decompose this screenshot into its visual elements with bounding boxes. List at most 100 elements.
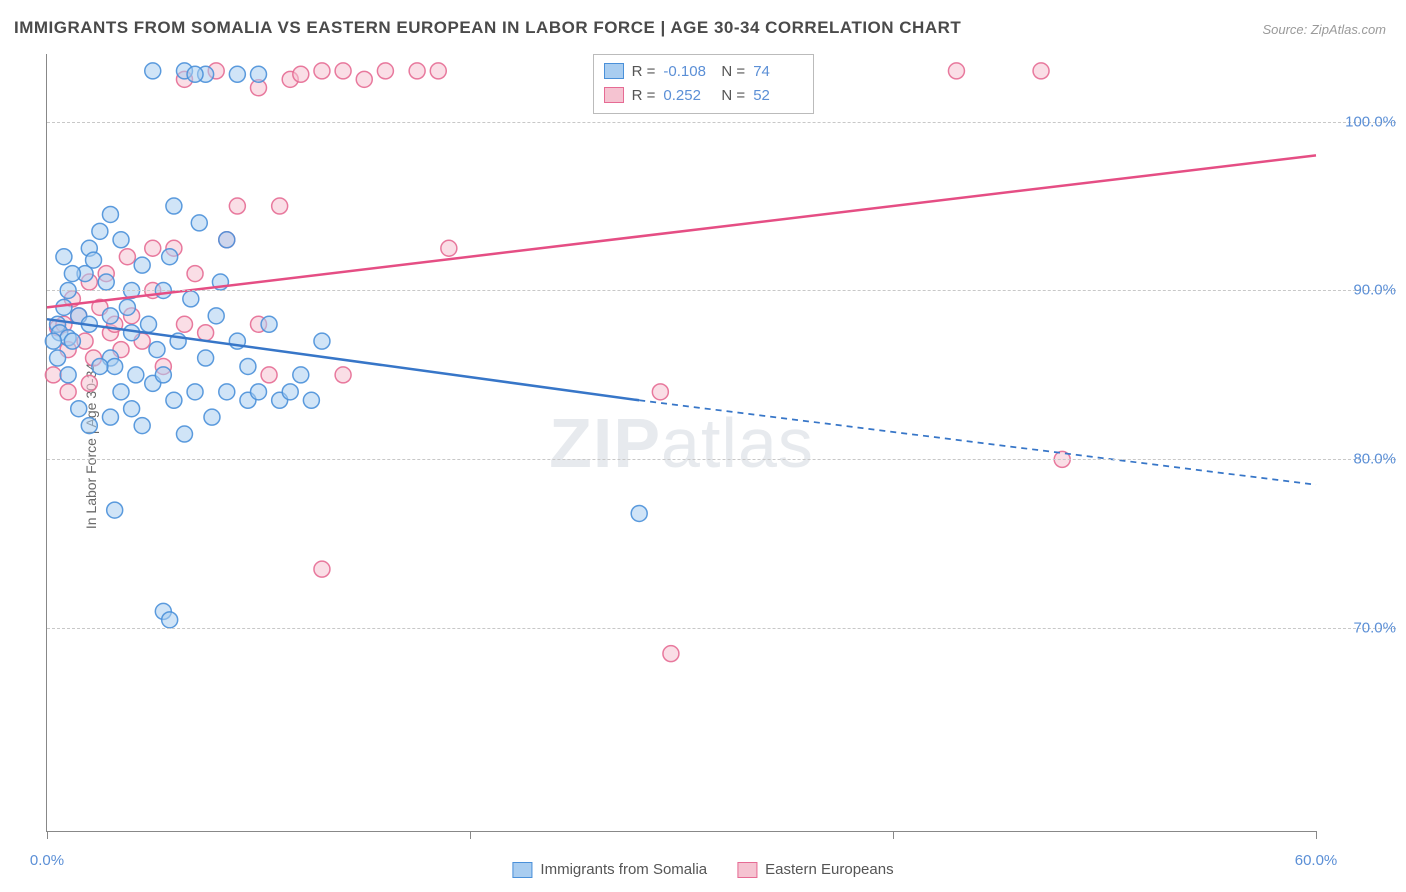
swatch-somalia	[604, 63, 624, 79]
chart-source: Source: ZipAtlas.com	[1262, 22, 1386, 37]
stats-row-somalia: R = -0.108 N = 74	[604, 59, 804, 83]
scatter-point	[430, 63, 446, 79]
plot-svg	[47, 54, 1316, 831]
scatter-point	[56, 299, 72, 315]
scatter-point	[45, 333, 61, 349]
scatter-point	[64, 333, 80, 349]
n-label-ee: N =	[721, 87, 745, 104]
legend-label-ee: Eastern Europeans	[765, 861, 893, 878]
scatter-point	[176, 426, 192, 442]
scatter-point	[107, 502, 123, 518]
legend-swatch-ee	[737, 862, 757, 878]
n-value-somalia: 74	[753, 63, 803, 80]
scatter-point	[303, 392, 319, 408]
scatter-point	[335, 63, 351, 79]
scatter-point	[261, 316, 277, 332]
scatter-point	[293, 367, 309, 383]
scatter-point	[204, 409, 220, 425]
scatter-point	[124, 401, 140, 417]
trend-line-solid	[47, 319, 639, 400]
trend-line-dashed	[639, 400, 1316, 484]
scatter-point	[1033, 63, 1049, 79]
scatter-point	[356, 71, 372, 87]
stats-legend: R = -0.108 N = 74 R = 0.252 N = 52	[593, 54, 815, 114]
x-tick	[1316, 831, 1317, 839]
scatter-point	[166, 198, 182, 214]
scatter-point	[92, 358, 108, 374]
scatter-point	[219, 232, 235, 248]
plot-area: R = -0.108 N = 74 R = 0.252 N = 52 ZIPat…	[46, 54, 1316, 832]
scatter-point	[145, 240, 161, 256]
scatter-point	[191, 215, 207, 231]
scatter-point	[119, 299, 135, 315]
scatter-point	[102, 206, 118, 222]
scatter-point	[251, 66, 267, 82]
scatter-point	[377, 63, 393, 79]
scatter-point	[64, 266, 80, 282]
scatter-point	[113, 384, 129, 400]
scatter-point	[187, 266, 203, 282]
scatter-point	[282, 384, 298, 400]
scatter-point	[155, 367, 171, 383]
scatter-point	[261, 367, 277, 383]
x-tick	[47, 831, 48, 839]
scatter-point	[102, 308, 118, 324]
x-tick-label: 0.0%	[30, 852, 64, 869]
scatter-point	[119, 249, 135, 265]
legend-swatch-somalia	[512, 862, 532, 878]
scatter-point	[187, 384, 203, 400]
scatter-point	[141, 316, 157, 332]
n-label: N =	[721, 63, 745, 80]
scatter-point	[251, 384, 267, 400]
scatter-point	[60, 367, 76, 383]
scatter-point	[229, 198, 245, 214]
scatter-point	[50, 350, 66, 366]
scatter-point	[107, 358, 123, 374]
scatter-point	[81, 375, 97, 391]
scatter-point	[652, 384, 668, 400]
trend-line-solid	[47, 155, 1316, 307]
scatter-point	[71, 401, 87, 417]
scatter-point	[631, 505, 647, 521]
scatter-point	[128, 367, 144, 383]
r-value-ee: 0.252	[663, 87, 713, 104]
chart-title: IMMIGRANTS FROM SOMALIA VS EASTERN EUROP…	[14, 18, 961, 38]
scatter-point	[56, 249, 72, 265]
r-label: R =	[632, 63, 656, 80]
y-tick-label: 70.0%	[1326, 620, 1396, 637]
scatter-point	[219, 384, 235, 400]
x-tick	[470, 831, 471, 839]
n-value-ee: 52	[753, 87, 803, 104]
scatter-point	[86, 252, 102, 268]
r-label-ee: R =	[632, 87, 656, 104]
legend-item-ee: Eastern Europeans	[737, 861, 893, 878]
scatter-point	[113, 232, 129, 248]
scatter-point	[92, 223, 108, 239]
r-value-somalia: -0.108	[663, 63, 713, 80]
scatter-point	[948, 63, 964, 79]
scatter-point	[134, 418, 150, 434]
stats-row-ee: R = 0.252 N = 52	[604, 83, 804, 107]
scatter-point	[187, 66, 203, 82]
x-tick-label: 60.0%	[1295, 852, 1338, 869]
scatter-point	[198, 350, 214, 366]
scatter-point	[663, 646, 679, 662]
scatter-point	[208, 308, 224, 324]
scatter-point	[198, 325, 214, 341]
legend-label-somalia: Immigrants from Somalia	[540, 861, 707, 878]
gridline-h	[47, 459, 1396, 460]
y-tick-label: 100.0%	[1326, 113, 1396, 130]
y-tick-label: 90.0%	[1326, 282, 1396, 299]
scatter-point	[314, 333, 330, 349]
scatter-point	[60, 384, 76, 400]
scatter-point	[314, 63, 330, 79]
gridline-h	[47, 122, 1396, 123]
scatter-point	[98, 274, 114, 290]
bottom-legend: Immigrants from Somalia Eastern European…	[512, 861, 893, 878]
scatter-point	[45, 367, 61, 383]
scatter-point	[176, 316, 192, 332]
scatter-point	[240, 358, 256, 374]
x-tick	[893, 831, 894, 839]
legend-item-somalia: Immigrants from Somalia	[512, 861, 707, 878]
scatter-point	[183, 291, 199, 307]
